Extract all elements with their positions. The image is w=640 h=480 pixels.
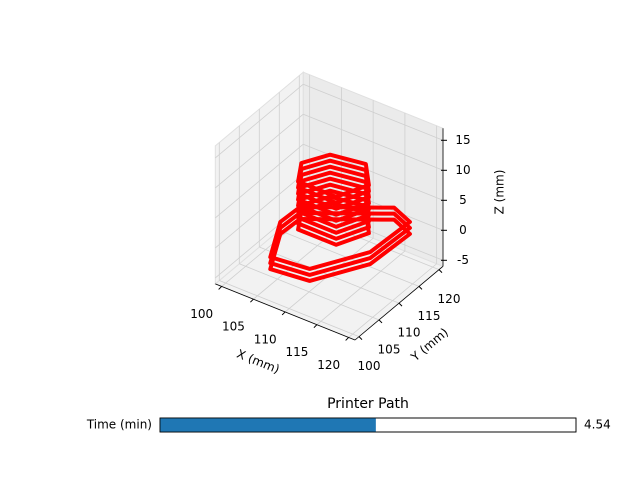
- x-axis-label: X (mm): [235, 347, 282, 377]
- z-tick-label: 10: [455, 163, 470, 177]
- x-tick-label: 100: [190, 307, 213, 321]
- z-tick-label: 5: [459, 193, 467, 207]
- y-tick-label: 105: [378, 342, 401, 356]
- tick-mark: [313, 324, 318, 329]
- tick-mark: [345, 337, 350, 341]
- tick-mark: [438, 269, 443, 274]
- y-tick-label: 110: [398, 326, 421, 340]
- grid-line: [215, 83, 304, 159]
- printer-path: [296, 152, 371, 199]
- tick-mark: [398, 302, 403, 307]
- grid-line: [303, 143, 444, 201]
- y-tick-label: 120: [438, 292, 461, 306]
- x-tick-label: 115: [285, 345, 308, 359]
- grid-line: [303, 173, 444, 231]
- y-tick-label: 115: [418, 309, 441, 323]
- grid-line: [215, 143, 304, 219]
- grid-line: [303, 113, 444, 171]
- x-tick-label: 105: [222, 320, 245, 334]
- slider-value: 4.54: [584, 418, 611, 432]
- grid-line: [215, 173, 304, 249]
- tick-mark: [281, 311, 286, 316]
- grid-line: [239, 263, 380, 321]
- slider-fill[interactable]: [160, 418, 376, 432]
- z-tick-label: 0: [459, 223, 467, 237]
- printer-path: [268, 205, 412, 271]
- grid-line: [215, 113, 304, 189]
- tick-mark: [358, 336, 363, 341]
- tick-mark: [378, 319, 383, 324]
- x-tick-label: 110: [254, 332, 277, 346]
- slider-border: [159, 417, 577, 433]
- printer-path: [268, 211, 412, 277]
- z-tick-label: 15: [455, 133, 470, 147]
- tick-mark: [250, 298, 254, 303]
- grid-line: [219, 280, 360, 338]
- x-tick-label: 120: [317, 358, 340, 372]
- slider-title: Printer Path: [327, 396, 409, 412]
- tick-mark: [418, 286, 423, 290]
- y-tick-label: 100: [358, 359, 381, 373]
- tick-mark: [218, 286, 223, 290]
- grid-line: [303, 83, 444, 141]
- z-tick-label: -5: [457, 253, 469, 267]
- slider-label: Time (min): [86, 418, 152, 432]
- z-axis-label: Z (mm): [493, 170, 507, 215]
